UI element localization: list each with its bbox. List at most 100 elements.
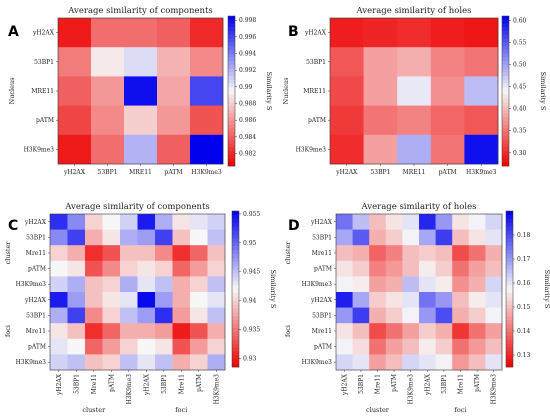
heatmap-cell bbox=[67, 260, 86, 277]
y-tick-label: pATM bbox=[28, 344, 46, 351]
heatmap-cell bbox=[330, 18, 364, 48]
heatmap-cell bbox=[85, 292, 103, 308]
heatmap-cell bbox=[120, 245, 138, 262]
colorbar-segment bbox=[506, 320, 513, 325]
heatmap-cell bbox=[330, 105, 364, 136]
y-tick-label: H3K9me3 bbox=[24, 146, 55, 153]
heatmap-cell bbox=[137, 354, 156, 371]
heatmap-cell bbox=[464, 47, 499, 77]
colorbar-tick-label: 0.94 bbox=[243, 298, 257, 305]
colorbar-segment bbox=[228, 98, 235, 103]
colorbar-segment bbox=[232, 308, 239, 313]
colorbar-segment bbox=[228, 136, 235, 141]
heatmap-cell bbox=[137, 229, 156, 246]
y-tick-label: pATM bbox=[28, 266, 46, 273]
heatmap-cell bbox=[157, 105, 191, 136]
y-tick-label: yH2AX bbox=[304, 30, 327, 37]
heatmap-cell bbox=[336, 354, 353, 371]
heatmap-cell bbox=[435, 214, 453, 230]
heatmap-cell bbox=[468, 276, 486, 293]
heatmap-cell bbox=[464, 134, 499, 165]
heatmap-cell bbox=[124, 134, 158, 165]
colorbar-segment bbox=[228, 38, 235, 43]
colorbar-segment bbox=[506, 351, 513, 356]
heatmap-cell bbox=[369, 245, 387, 262]
heatmap-cell bbox=[435, 338, 453, 355]
y-axis-label: Nucleus bbox=[8, 78, 16, 105]
heatmap-cell bbox=[155, 354, 173, 371]
heatmap-cell bbox=[190, 260, 208, 277]
colorbar-segment bbox=[232, 339, 239, 344]
heatmap-cell bbox=[67, 229, 86, 246]
heatmap-cell bbox=[172, 260, 191, 277]
x-group-label: cluster bbox=[82, 406, 106, 414]
colorbar-segment bbox=[232, 218, 239, 223]
colorbar-segment bbox=[502, 102, 509, 107]
heatmap-cell bbox=[385, 354, 403, 371]
colorbar-segment bbox=[502, 121, 509, 126]
heatmap-cell bbox=[85, 229, 103, 246]
heatmap-cell bbox=[207, 229, 226, 246]
heatmap-cell bbox=[430, 18, 465, 48]
colorbar-segment bbox=[228, 68, 235, 73]
colorbar-segment bbox=[506, 359, 513, 364]
colorbar-segment bbox=[232, 331, 239, 337]
heatmap-cell bbox=[430, 47, 465, 77]
x-tick-label: H3K9me3 bbox=[213, 374, 220, 405]
heatmap-cell bbox=[190, 18, 224, 48]
colorbar-segment bbox=[506, 238, 513, 243]
heatmap-cell bbox=[419, 338, 436, 355]
heatmap-cell bbox=[102, 245, 121, 262]
x-tick-label: 53BP1 bbox=[73, 374, 80, 394]
plot-frame bbox=[49, 213, 226, 371]
heatmap-cell bbox=[172, 214, 191, 230]
x-tick-label: 53BP1 bbox=[441, 374, 448, 394]
colorbar-segment bbox=[228, 34, 235, 39]
heatmap-cell bbox=[91, 18, 125, 48]
y-tick-label: yH2AX bbox=[310, 219, 333, 226]
colorbar-segment bbox=[232, 320, 239, 325]
heatmap-cell bbox=[452, 292, 470, 308]
heatmap-cell bbox=[363, 76, 398, 106]
colorbar-segment bbox=[228, 76, 235, 81]
colorbar-segment bbox=[228, 27, 235, 32]
y-tick-label: H3K9me3 bbox=[296, 146, 327, 153]
y-tick-label: yH2AX bbox=[310, 297, 333, 304]
x-tick-label: MRE11 bbox=[403, 169, 426, 176]
y-tick-label: 53BP1 bbox=[34, 59, 54, 66]
heatmap-cell bbox=[91, 47, 125, 77]
colorbar-segment bbox=[232, 269, 239, 274]
heatmap-cell bbox=[435, 307, 453, 324]
colorbar-segment bbox=[228, 91, 235, 96]
colorbar-segment bbox=[228, 113, 235, 118]
heatmap-cell bbox=[67, 214, 86, 230]
heatmap-cell bbox=[464, 76, 499, 106]
heatmap-cell bbox=[397, 105, 432, 136]
heatmap-cell bbox=[50, 292, 68, 308]
heatmap-cell bbox=[435, 323, 453, 340]
heatmap-cell bbox=[385, 292, 403, 308]
y-tick-label: pATM bbox=[314, 266, 332, 273]
heatmap-cell bbox=[85, 245, 103, 262]
panel-c: C Average similarity of components yH2AX 53… bbox=[4, 202, 277, 414]
colorbar-tick-label: 0.992 bbox=[239, 67, 256, 74]
colorbar-segment bbox=[502, 87, 509, 92]
heatmap-cell bbox=[419, 292, 436, 308]
colorbar-tick-label: 0.17 bbox=[517, 256, 531, 263]
x-tick-label: yH2AX bbox=[424, 373, 431, 396]
colorbar-segment bbox=[232, 257, 239, 262]
heatmap-cell bbox=[120, 307, 138, 324]
heatmap-cell bbox=[352, 245, 370, 262]
heatmap-cell bbox=[369, 292, 387, 308]
heatmap-cell bbox=[402, 323, 420, 340]
x-tick-label: H3K9me3 bbox=[126, 374, 133, 405]
heatmap-cell bbox=[50, 354, 68, 371]
y-tick-label: yH2AX bbox=[24, 219, 47, 226]
heatmap-cell bbox=[155, 245, 173, 262]
x-tick-label: Mre11 bbox=[178, 374, 185, 394]
heatmap-cell bbox=[369, 307, 387, 324]
colorbar-segment bbox=[232, 292, 239, 298]
heatmap-cell bbox=[485, 292, 503, 308]
heatmap-cell bbox=[207, 245, 226, 262]
